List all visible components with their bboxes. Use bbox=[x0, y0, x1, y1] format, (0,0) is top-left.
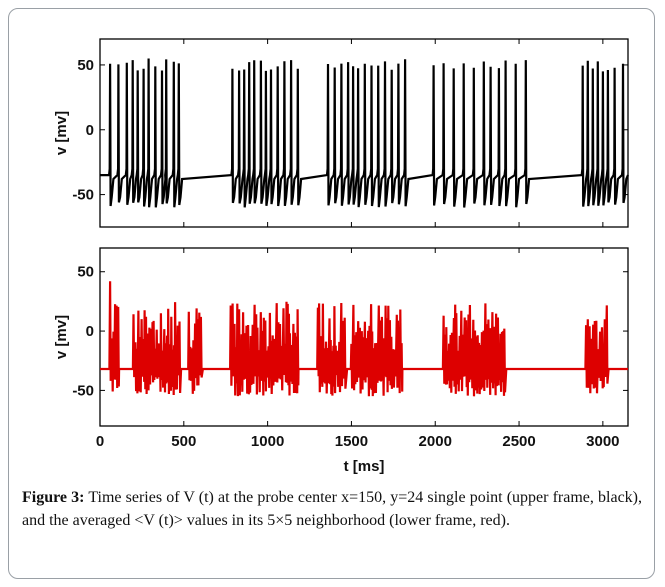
figure-charts: 500-50 v [mv] 500-50 v [mv] 0 500 1000 1500… bbox=[0, 0, 665, 480]
xtick-label: 2000 bbox=[419, 433, 452, 450]
x-axis-label: t [ms] bbox=[344, 458, 385, 475]
lower-ylabel: v [mv] bbox=[53, 315, 70, 359]
lower-ytick-label: -50 bbox=[72, 382, 94, 399]
xtick-label: 1000 bbox=[251, 433, 284, 450]
lower-ytick-label: 0 bbox=[86, 323, 94, 340]
upper-ytick-label: 50 bbox=[77, 57, 94, 74]
figure-caption: Figure 3: Time series of V (t) at the pr… bbox=[22, 486, 642, 532]
xtick-label: 2500 bbox=[502, 433, 535, 450]
xtick-label: 1500 bbox=[335, 433, 368, 450]
xtick-label: 3000 bbox=[586, 433, 619, 450]
caption-label: Figure 3: bbox=[22, 489, 84, 506]
lower-ytick-label: 50 bbox=[77, 264, 94, 281]
xtick-label: 500 bbox=[171, 433, 196, 450]
upper-panel: 50 0 -50 v [mv] bbox=[53, 39, 628, 227]
upper-ytick-label: -50 bbox=[72, 187, 94, 204]
upper-ytick-label: 0 bbox=[86, 122, 94, 139]
caption-text: Time series of V (t) at the probe center… bbox=[22, 489, 642, 529]
xtick-label: 0 bbox=[96, 433, 104, 450]
upper-ylabel: v [mv] bbox=[53, 111, 70, 155]
